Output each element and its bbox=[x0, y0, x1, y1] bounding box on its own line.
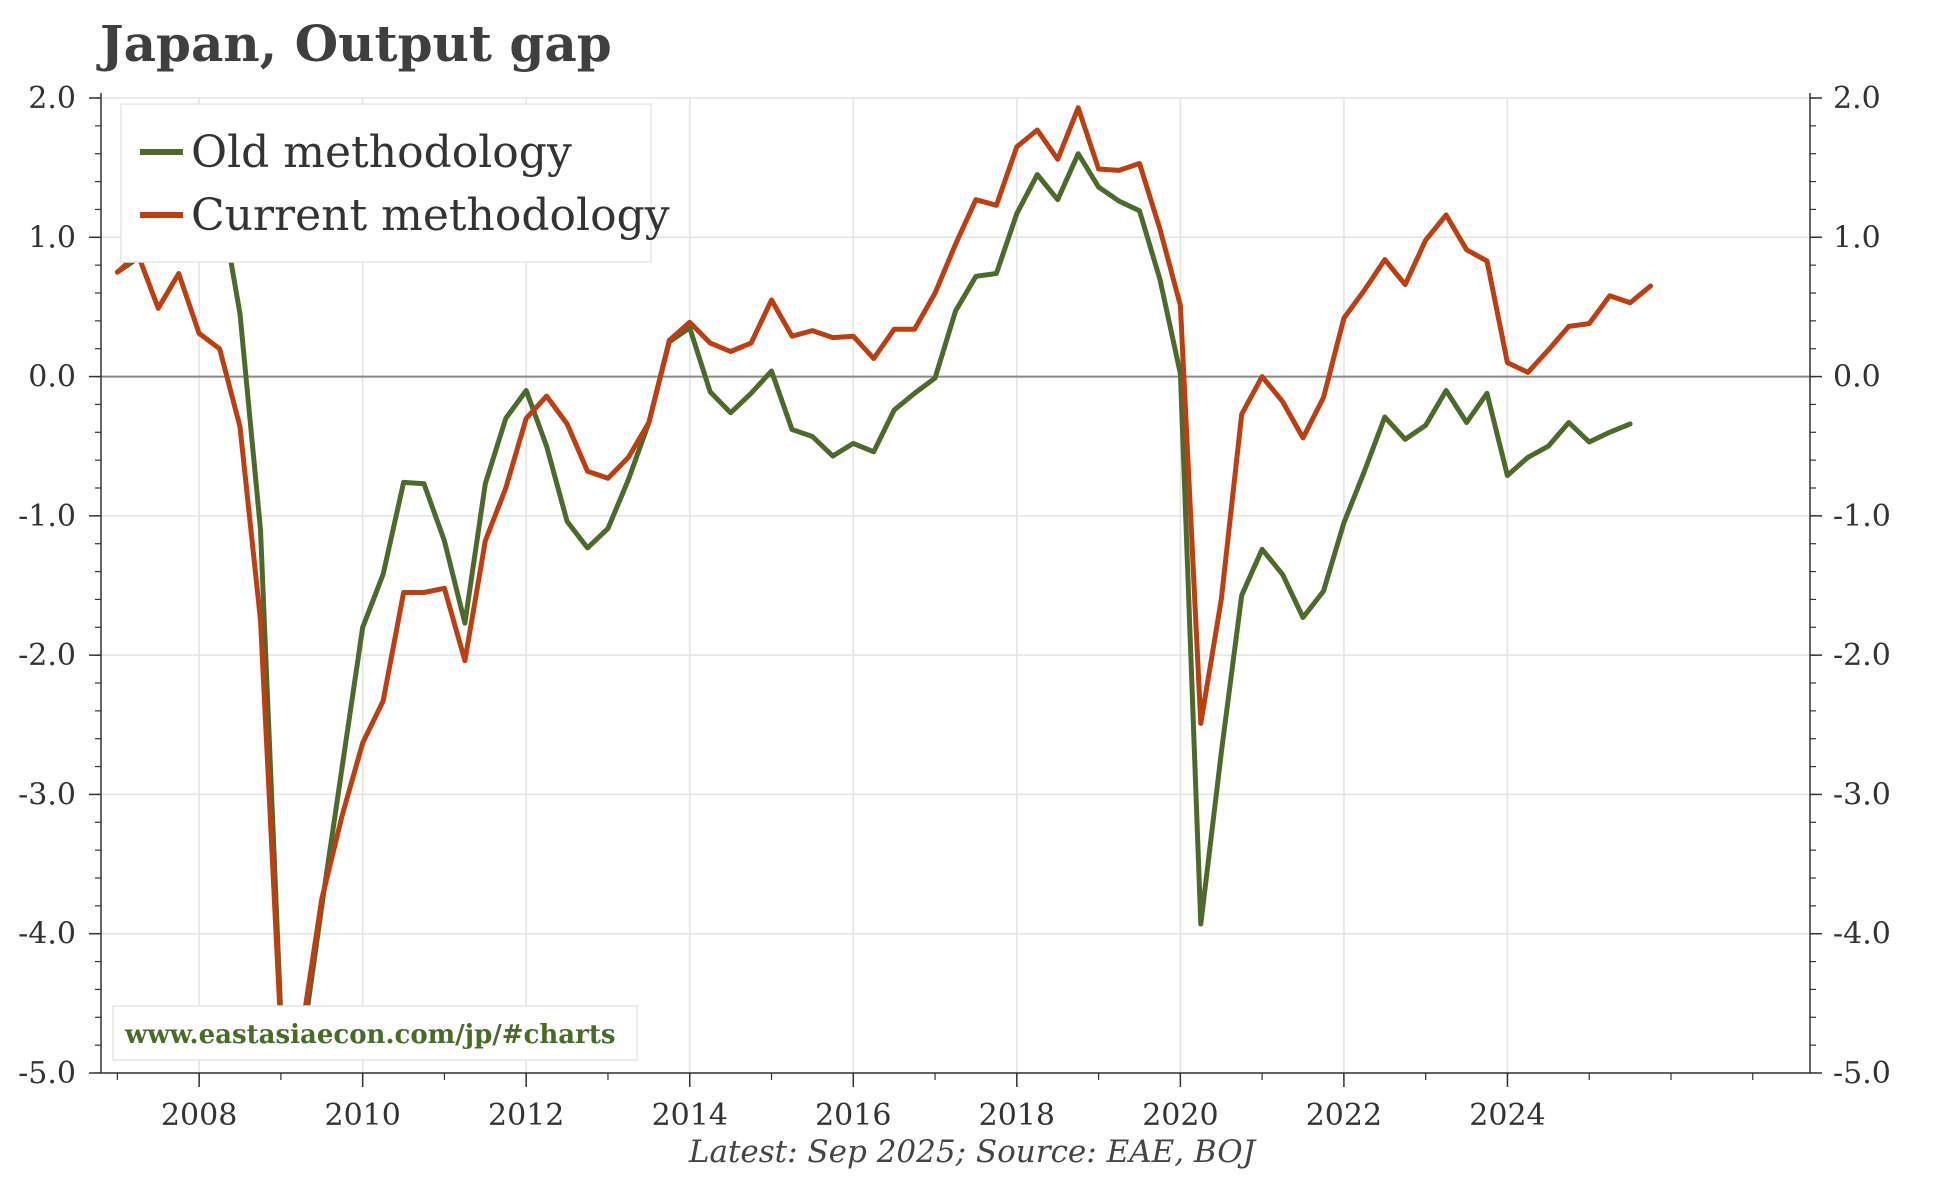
y-tick-label-left: -2.0 bbox=[18, 638, 76, 673]
y-tick-label-left: 2.0 bbox=[28, 81, 76, 116]
watermark-text: www.eastasiaecon.com/jp/#charts bbox=[124, 1020, 615, 1050]
y-tick-label-right: -2.0 bbox=[1833, 638, 1891, 673]
tick-labels: 2.0 2.0 1.0 1.0 0.0 0.0 -1.0 -1.0 -2.0 -2.0 -3.0 -3… bbox=[18, 81, 1891, 1133]
y-tick-label-left: -5.0 bbox=[18, 1056, 76, 1091]
y-tick-label-left: -1.0 bbox=[18, 499, 76, 534]
x-tick-label: 2012 bbox=[488, 1098, 564, 1133]
series-lines bbox=[114, 105, 1653, 1055]
source-note: Latest: Sep 2025; Source: EAE, BOJ bbox=[688, 1134, 1256, 1170]
y-tick-label-left: 0.0 bbox=[28, 360, 76, 395]
y-tick-label-right: -5.0 bbox=[1833, 1056, 1891, 1091]
x-tick-label: 2024 bbox=[1469, 1098, 1545, 1133]
current-methodology-line bbox=[114, 105, 1653, 1037]
x-tick-label: 2022 bbox=[1306, 1098, 1382, 1133]
watermark-box: www.eastasiaecon.com/jp/#charts bbox=[112, 1005, 638, 1061]
legend-label-old: Old methodology bbox=[191, 127, 572, 178]
legend-label-current: Current methodology bbox=[191, 190, 670, 241]
x-tick-label: 2014 bbox=[652, 1098, 728, 1133]
x-tick-label: 2018 bbox=[979, 1098, 1055, 1133]
y-tick-label-left: -4.0 bbox=[18, 917, 76, 952]
y-tick-label-right: 0.0 bbox=[1833, 360, 1881, 395]
x-tick-label: 2016 bbox=[815, 1098, 891, 1133]
y-tick-label-right: -1.0 bbox=[1833, 499, 1891, 534]
chart-title: Japan, Output gap bbox=[100, 14, 612, 73]
y-tick-label-left: -3.0 bbox=[18, 777, 76, 812]
legend: Old methodology Current methodology bbox=[120, 103, 670, 263]
axes bbox=[89, 93, 1822, 1087]
y-tick-label-right: 1.0 bbox=[1833, 220, 1881, 255]
legend-box bbox=[120, 103, 652, 263]
y-tick-label-left: 1.0 bbox=[28, 220, 76, 255]
y-tick-label-right: -3.0 bbox=[1833, 777, 1891, 812]
x-tick-label: 2010 bbox=[324, 1098, 400, 1133]
y-tick-label-right: -4.0 bbox=[1833, 917, 1891, 952]
watermark-frame bbox=[112, 1005, 638, 1061]
y-tick-label-right: 2.0 bbox=[1833, 81, 1881, 116]
x-tick-label: 2020 bbox=[1142, 1098, 1218, 1133]
x-tick-label: 2008 bbox=[161, 1098, 237, 1133]
old-methodology-line bbox=[114, 109, 1633, 1055]
